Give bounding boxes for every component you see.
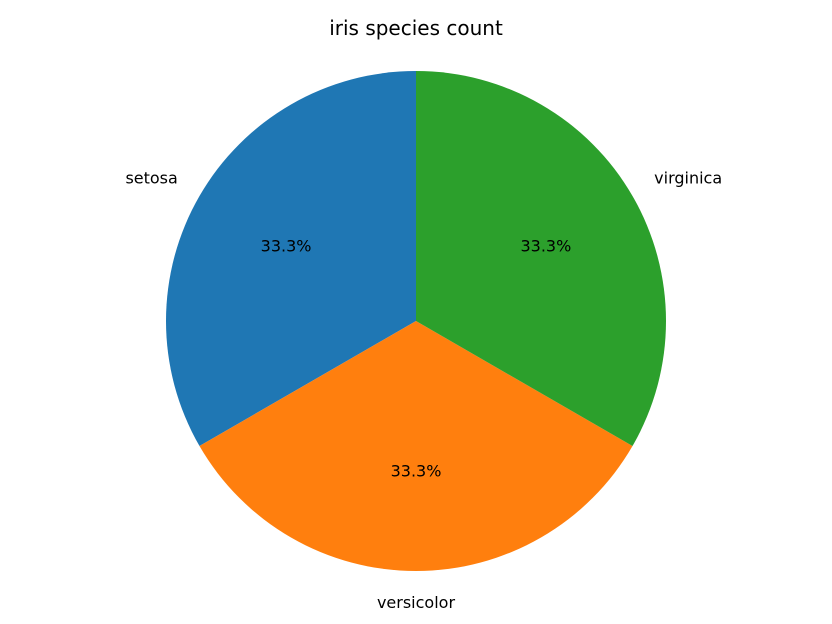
slice-percent-setosa: 33.3% <box>261 237 312 256</box>
labels-group: setosa 33.3% versicolor 33.3% virginica 33.3% <box>125 169 722 613</box>
chart-title: iris species count <box>329 16 503 40</box>
slice-label-virginica: virginica <box>654 169 722 188</box>
slice-percent-virginica: 33.3% <box>520 237 571 256</box>
pie-slice-virginica <box>416 71 666 446</box>
pie-slice-setosa <box>166 71 416 446</box>
slice-percent-versicolor: 33.3% <box>391 462 442 481</box>
slice-label-setosa: setosa <box>125 169 177 188</box>
slices-group <box>166 71 666 571</box>
slice-label-versicolor: versicolor <box>377 593 455 612</box>
